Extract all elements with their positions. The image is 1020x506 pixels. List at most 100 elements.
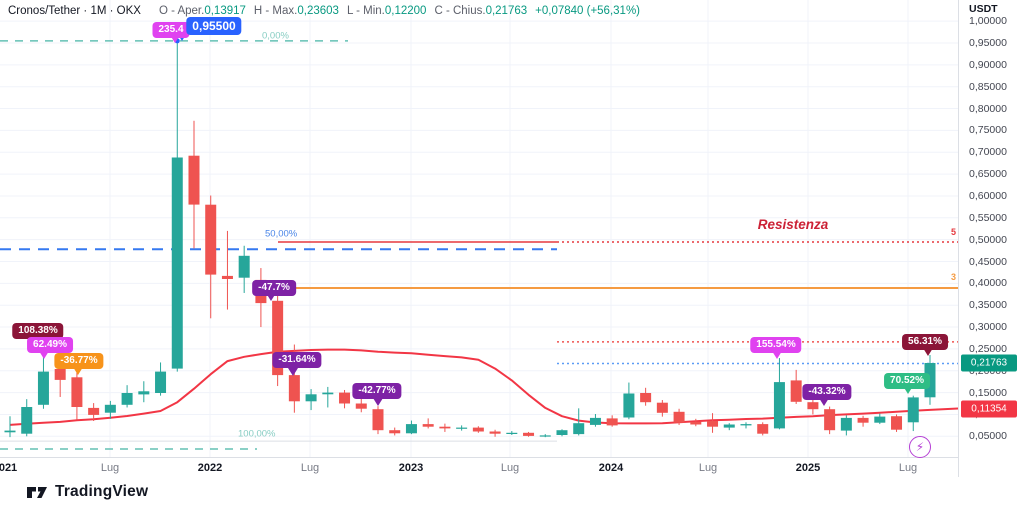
candle-body <box>673 411 685 423</box>
time-axis-month-label[interactable]: Lug <box>300 462 320 474</box>
percent-callout-label[interactable]: 235.4 <box>152 22 190 38</box>
candle-body <box>188 155 200 205</box>
price-tick-label: 1,00000 <box>969 15 1007 28</box>
price-tick-label: 0,65000 <box>969 168 1007 181</box>
percent-callout-label[interactable]: 0,95500 <box>186 17 242 35</box>
tradingview-logo-text: TradingView <box>55 483 149 500</box>
percent-callout-label[interactable]: 56.31% <box>902 334 948 350</box>
percent-callout-label[interactable]: 155.54% <box>750 337 802 353</box>
percent-callout-label[interactable]: -31.64% <box>272 352 322 368</box>
candle-body <box>439 426 451 429</box>
candle-body <box>824 409 836 431</box>
price-axis-badge: 0,11354 <box>961 400 1017 418</box>
percent-callout-label[interactable]: 70.52% <box>884 373 930 389</box>
candle-body <box>372 409 384 431</box>
candle-body <box>21 407 33 434</box>
candle-body <box>355 403 367 409</box>
time-axis-year-label[interactable]: 2022 <box>197 462 223 474</box>
candle-body <box>656 402 668 413</box>
candle-body <box>288 375 300 402</box>
price-tick-label: 0,95000 <box>969 37 1007 49</box>
boost-button[interactable]: ⚡ <box>909 436 931 458</box>
time-axis-month-label[interactable]: Lug <box>500 462 520 474</box>
candle-body <box>389 430 401 434</box>
symbol-title[interactable]: Cronos/Tether · 1M · OKX <box>8 5 141 17</box>
ohlc-value: 0,23603 <box>297 5 339 17</box>
footer-branding[interactable]: TradingView <box>26 483 148 501</box>
time-axis-month-label[interactable]: Lug <box>898 462 918 474</box>
price-tick-label: 0,80000 <box>969 102 1007 115</box>
percent-callout-label[interactable]: -47.7% <box>252 280 296 296</box>
time-axis-year-label[interactable]: 021 <box>0 462 18 474</box>
price-axis[interactable]: USDT 1,00000 0,95000 0,90000 0,85000 0,80000… <box>958 0 1020 477</box>
chart-legend: Cronos/Tether · 1M · OKX O - Aper.0,13917… <box>8 5 640 17</box>
line-edge-price-label: 5 <box>950 227 956 238</box>
candle-body <box>907 397 919 423</box>
candle-body <box>155 371 167 393</box>
price-tick-label: 0,45000 <box>969 255 1007 268</box>
ohlc-label: L - Min. <box>346 5 385 17</box>
time-axis-year-label[interactable]: 2023 <box>398 462 424 474</box>
time-axis[interactable]: 021 Lug 2022 Lug 2023 Lug 2024 Lug 2025 Lug <box>0 457 1020 478</box>
candle-body <box>757 424 769 434</box>
candle-body <box>840 417 852 431</box>
candle-body <box>104 404 116 413</box>
ohlc-value: 0,12200 <box>384 5 427 17</box>
price-tick-label: 0,30000 <box>969 321 1007 334</box>
callout-tail <box>373 398 383 406</box>
percent-callout-label[interactable]: -42.77% <box>352 383 402 399</box>
candle-body <box>740 424 752 426</box>
candle-body <box>623 393 635 418</box>
candle-body <box>322 392 334 395</box>
time-axis-year-label[interactable]: 2025 <box>795 462 821 474</box>
candle-body <box>238 255 250 278</box>
time-axis-year-label[interactable]: 2024 <box>598 462 624 474</box>
price-tick-label: 0,25000 <box>969 342 1007 355</box>
callout-tail <box>923 348 933 356</box>
callout-tail <box>288 368 298 376</box>
callout-tail <box>266 293 276 301</box>
candle-body <box>489 431 501 434</box>
fib-level-label: 0,00% <box>262 30 289 42</box>
percent-callout-label[interactable]: 108.38% <box>12 323 64 339</box>
candle-body <box>472 427 484 432</box>
candle-body <box>523 432 535 436</box>
lightning-icon: ⚡ <box>915 440 925 454</box>
moving-average-line <box>9 348 958 426</box>
candle-body <box>790 380 802 402</box>
candle-body <box>556 430 568 435</box>
price-tick-label: 0,70000 <box>969 146 1007 159</box>
candle-body <box>891 416 903 430</box>
candle-body <box>272 300 284 376</box>
price-tick-label: 0,05000 <box>969 430 1007 443</box>
candle-body <box>924 363 936 398</box>
price-tick-label: 0,15000 <box>969 386 1007 399</box>
candle-body <box>121 393 133 405</box>
callout-tail <box>772 351 782 359</box>
ohlc-values: O - Aper.0,13917 H - Max.0,23603 L - Min.0… <box>151 5 527 17</box>
candle-body <box>37 371 49 405</box>
callout-tail <box>903 386 913 394</box>
candle-body <box>589 417 601 425</box>
candle-body <box>205 204 217 275</box>
ohlc-label: C - Chius. <box>434 5 486 17</box>
candle-body <box>707 421 719 427</box>
candle-body <box>506 432 518 434</box>
fib-level-label: 100,00% <box>238 428 276 440</box>
candle-body <box>221 275 233 279</box>
percent-callout-label[interactable]: -43.32% <box>802 384 852 400</box>
price-tick-label: 0,75000 <box>969 124 1007 137</box>
percent-callout-label[interactable]: 62.49% <box>27 337 73 353</box>
candle-body <box>4 430 16 433</box>
candle-body <box>171 157 183 369</box>
percent-callout-label[interactable]: -36.77% <box>54 353 104 369</box>
axis-currency-label: USDT <box>969 3 998 15</box>
time-axis-month-label[interactable]: Lug <box>100 462 120 474</box>
chart-surface[interactable] <box>0 0 958 457</box>
ohlc-value: 0,21763 <box>485 5 528 17</box>
time-axis-month-label[interactable]: Lug <box>698 462 718 474</box>
tradingview-logo-icon <box>27 486 47 498</box>
candle-body <box>422 424 434 427</box>
callout-tail <box>39 351 49 359</box>
